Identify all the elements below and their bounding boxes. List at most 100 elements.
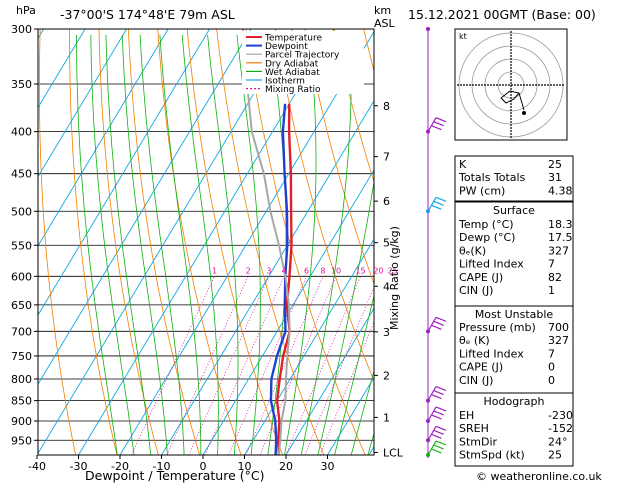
wind-barb-flag: [435, 406, 447, 412]
wind-barb-flag: [435, 440, 447, 446]
most-unstable-row-label: Lifted Index: [459, 347, 524, 360]
wind-barb-flag: [435, 196, 447, 202]
wind-barb-flag: [435, 117, 447, 123]
isotherm-line: [119, 30, 374, 455]
plot-frame: [37, 28, 375, 456]
mixing-ratio-label: 2: [246, 266, 251, 275]
legend-entry: Temperature: [264, 34, 322, 44]
pressure-tick-label: 750: [11, 350, 32, 363]
x-axis-label: Dewpoint / Temperature (°C): [85, 468, 264, 483]
surface-row-label: CAPE (J): [459, 271, 503, 284]
temperature-tick-label: -10: [153, 460, 171, 473]
dry-adiabat-line: [275, 29, 374, 383]
altitude-tick-label: 5: [383, 237, 390, 250]
wet-adiabat-line: [317, 179, 374, 455]
mixing-ratio-line: [319, 320, 374, 455]
wind-barb-shaft: [427, 317, 437, 332]
mixing-ratio-line: [285, 276, 361, 455]
surface-row-label: Lifted Index: [459, 258, 524, 271]
wind-barb-flag: [431, 394, 442, 400]
surface-row-value: 17.5: [548, 231, 573, 244]
wet-adiabat-line: [121, 34, 168, 455]
wet-adiabat-line: [105, 34, 152, 455]
wet-adiabat-line: [90, 34, 135, 455]
wind-barb-flag: [431, 324, 442, 330]
altitude-tick-label: 8: [383, 100, 390, 113]
isotherm-line: [38, 29, 293, 455]
temperature-tick-label: -20: [111, 460, 129, 473]
mixing-ratio-label: 25: [388, 266, 398, 275]
pressure-tick-label: 800: [11, 373, 32, 386]
most-unstable-row-value: 7: [548, 347, 555, 360]
mixing-ratio-label: 15: [355, 266, 365, 275]
dry-adiabat-line: [98, 29, 159, 455]
wind-barb: [427, 386, 447, 401]
indices-row-value: 4.38: [548, 184, 573, 197]
hodograph-row-value: -152: [548, 422, 573, 435]
location-title: -37°00'S 174°48'E 79m ASL: [60, 7, 235, 22]
wind-barb-flag: [435, 425, 447, 431]
surface-row-value: 82: [548, 271, 562, 284]
mixing-ratio-label: 20: [373, 266, 383, 275]
wet-adiabat-line: [207, 34, 239, 455]
altitude-tick-label: 2: [383, 369, 390, 382]
wind-barb-shaft: [427, 117, 437, 132]
most-unstable-row-label: Pressure (mb): [459, 321, 536, 334]
hodograph-row-label: StmDir: [459, 435, 498, 448]
legend-entry: Parcel Trajectory: [265, 51, 340, 61]
most-unstable-row-value: 700: [548, 321, 569, 334]
temperature-tick-label: 0: [200, 460, 207, 473]
pressure-unit: hPa: [16, 4, 36, 17]
mixing-ratio-line: [204, 276, 285, 455]
most-unstable-row-value: 0: [548, 361, 555, 374]
dry-adiabat-line: [216, 29, 325, 455]
wind-barb-flag: [433, 320, 444, 326]
hodograph-row-value: 24°: [548, 435, 568, 448]
indices-row-label: Totals Totals: [458, 171, 526, 184]
pressure-tick-label: 450: [11, 168, 32, 181]
legend-entry: Isotherm: [265, 77, 305, 87]
mixing-ratio-line: [304, 285, 374, 455]
dewpoint-line: [269, 103, 289, 455]
wind-barb-shaft: [427, 440, 437, 456]
wet-adiabat-line: [76, 34, 118, 455]
credit: © weatheronline.co.uk: [476, 470, 602, 483]
wet-adiabat-line: [284, 34, 317, 455]
wind-barb: [427, 425, 447, 441]
surface-row-value: 1: [548, 284, 555, 297]
pressure-tick-label: 600: [11, 270, 32, 283]
dry-adiabat-line: [69, 29, 118, 455]
storm-motion-marker: [522, 111, 526, 115]
pressure-tick-label: 850: [11, 395, 32, 408]
most-unstable-title: Most Unstable: [475, 308, 554, 321]
hodograph-table: [454, 392, 574, 467]
pressure-tick-label: 350: [11, 78, 32, 91]
dry-adiabat-line: [570, 29, 629, 455]
hodograph-unit: kt: [459, 32, 467, 41]
most-unstable-row-value: 0: [548, 374, 555, 387]
most-unstable-row-value: 327: [548, 334, 569, 347]
indices-row-label: PW (cm): [459, 184, 505, 197]
isotherm-line: [38, 29, 127, 178]
wind-barb: [427, 406, 447, 422]
wind-marker: [426, 27, 430, 31]
isotherm-line: [38, 29, 210, 316]
pressure-tick-label: 700: [11, 325, 32, 338]
wet-adiabat-line: [139, 34, 185, 455]
indices-row-value: 31: [548, 171, 562, 184]
datetime-title: 15.12.2021 00GMT (Base: 00): [408, 7, 596, 22]
most-unstable-row-label: CIN (J): [459, 374, 493, 387]
pressure-tick-label: 900: [11, 415, 32, 428]
wind-barb-flag: [433, 429, 444, 435]
surface-row-value: 7: [548, 258, 555, 271]
surface-title: Surface: [493, 204, 535, 217]
hodograph-row-value: 25: [548, 449, 562, 462]
isotherm-line: [38, 29, 86, 109]
wet-adiabat-line: [159, 34, 202, 455]
wind-barb-shaft: [427, 196, 437, 212]
index-tables: K 25 Totals Totals 31 PW (cm) 4.38 SurfaceTemp…: [454, 155, 574, 467]
surface-row-value: 18.3: [548, 218, 573, 231]
altitude-tick-label: 1: [383, 411, 390, 424]
mixing-ratio-label: 10: [331, 266, 341, 275]
